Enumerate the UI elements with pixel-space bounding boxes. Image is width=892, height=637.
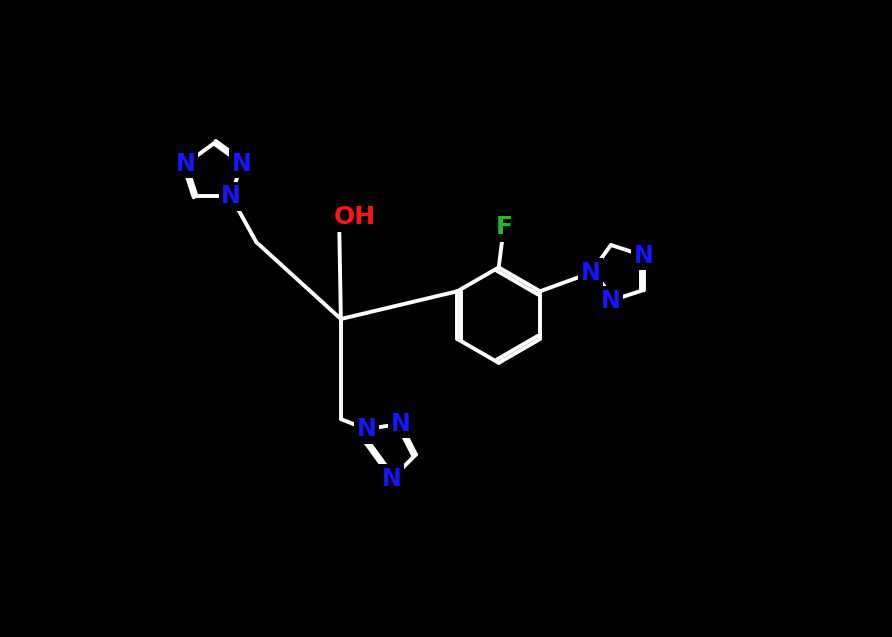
Text: N: N	[232, 152, 252, 176]
Text: N: N	[581, 261, 600, 285]
Text: N: N	[634, 243, 654, 268]
Text: N: N	[357, 417, 376, 441]
Text: N: N	[601, 289, 621, 313]
Text: N: N	[382, 467, 401, 490]
Text: N: N	[221, 184, 241, 208]
Text: N: N	[391, 412, 410, 436]
Text: OH: OH	[334, 205, 376, 229]
Text: N: N	[176, 152, 196, 176]
Text: F: F	[496, 215, 513, 240]
